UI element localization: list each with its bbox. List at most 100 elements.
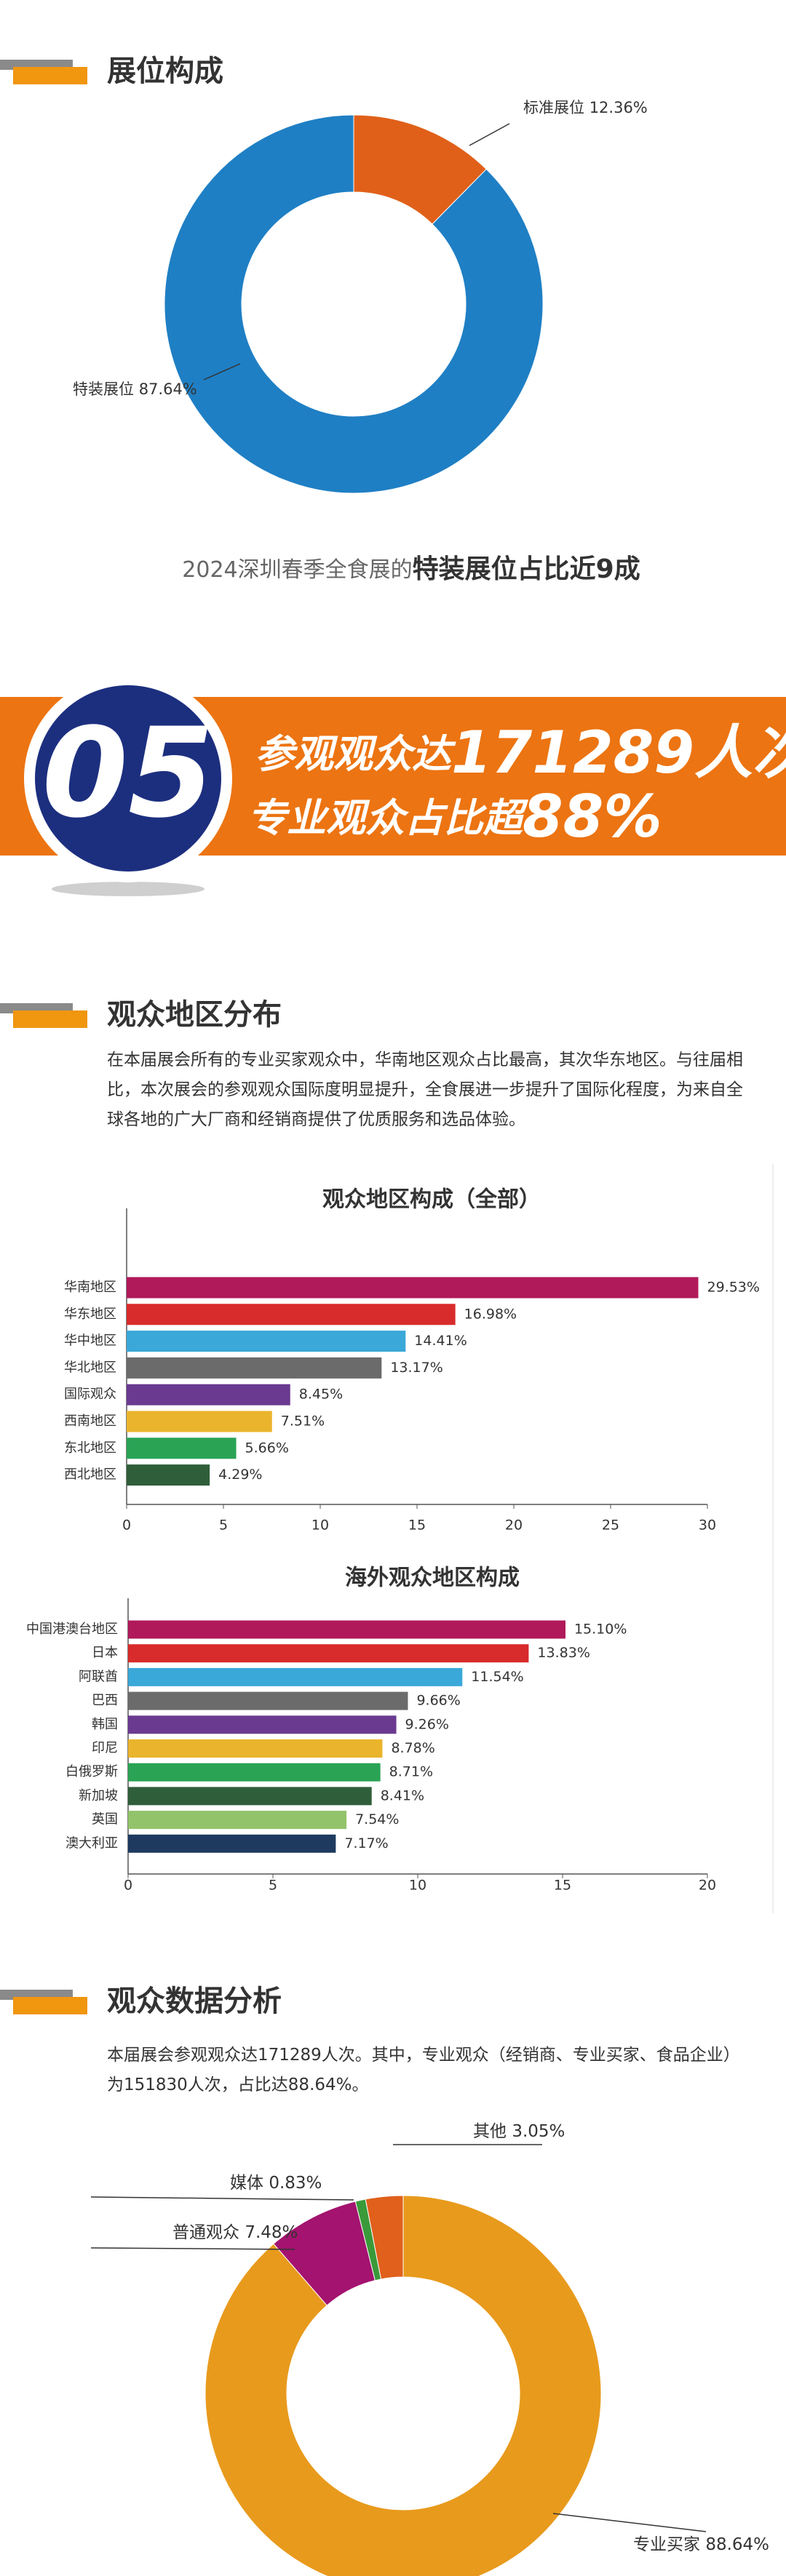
y-tick-label: 新加坡 xyxy=(79,1788,118,1803)
banner-text: 专业观众占比超 xyxy=(247,795,529,841)
value-label: 7.17% xyxy=(344,1835,388,1851)
value-label: 13.17% xyxy=(390,1360,442,1376)
header-mark xyxy=(13,67,87,84)
slice-name: 专业买家 xyxy=(633,2535,700,2554)
y-tick-label: 韩国 xyxy=(92,1717,118,1732)
slice-label: 专业买家 88.64% xyxy=(633,2535,769,2554)
chart-title: 海外观众地区构成 xyxy=(345,1566,520,1591)
value-label: 13.83% xyxy=(537,1645,590,1661)
value-label: 8.71% xyxy=(389,1764,433,1780)
x-tick-label: 0 xyxy=(124,1878,132,1894)
slice-value: 87.64% xyxy=(139,380,197,398)
bar xyxy=(128,1834,336,1853)
x-tick-label: 0 xyxy=(122,1518,131,1534)
bar xyxy=(128,1715,397,1734)
value-label: 7.51% xyxy=(281,1413,325,1429)
x-tick-label: 20 xyxy=(699,1878,716,1894)
shadow xyxy=(52,882,205,896)
slice-value: 12.36% xyxy=(590,99,648,116)
leader-line xyxy=(552,2513,707,2532)
bar xyxy=(128,1667,463,1686)
banner-line: 参观观众达171289人次 xyxy=(255,719,786,786)
y-tick-label: 华南地区 xyxy=(64,1280,116,1295)
donut-slice xyxy=(365,2195,404,2280)
value-label: 4.29% xyxy=(218,1467,262,1483)
slice-label: 媒体 0.83% xyxy=(230,2174,322,2193)
badge xyxy=(35,685,221,872)
bar xyxy=(127,1357,382,1379)
x-tick-label: 15 xyxy=(408,1518,426,1534)
banner-line: 专业观众占比超88% xyxy=(247,783,662,850)
section-title: 展位构成 xyxy=(107,55,223,88)
y-tick-label: 中国港澳台地区 xyxy=(26,1622,118,1637)
y-tick-label: 华东地区 xyxy=(64,1307,116,1322)
y-tick-label: 西北地区 xyxy=(64,1467,116,1483)
caption-normal: 2024深圳春季全食展的 xyxy=(182,557,412,583)
section-title: 观众数据分析 xyxy=(107,1985,282,2018)
x-tick-label: 5 xyxy=(219,1518,228,1534)
value-label: 8.41% xyxy=(381,1787,424,1803)
leader-line xyxy=(90,2247,295,2250)
caption: 2024深圳春季全食展的特装展位占比近9成 xyxy=(182,554,640,584)
slice-name: 标准展位 xyxy=(523,99,584,116)
leader-line xyxy=(203,363,241,380)
y-tick-label: 英国 xyxy=(92,1812,118,1827)
value-label: 7.54% xyxy=(355,1811,399,1827)
y-tick-label: 东北地区 xyxy=(64,1440,116,1456)
y-tick-label: 印尼 xyxy=(92,1741,118,1756)
slice-name: 媒体 xyxy=(230,2174,263,2193)
y-tick-label: 华北地区 xyxy=(64,1360,116,1375)
chart-title: 观众地区构成（全部） xyxy=(322,1187,541,1213)
bar xyxy=(128,1763,381,1782)
value-label: 14.41% xyxy=(414,1333,467,1349)
leader-line xyxy=(90,2196,354,2201)
value-label: 11.54% xyxy=(471,1669,523,1685)
bar xyxy=(128,1739,383,1758)
paragraph: 本届展会参观观众达171289人次。其中，专业观众（经销商、专业买家、食品企业）… xyxy=(107,2046,740,2094)
value-label: 16.98% xyxy=(464,1306,517,1322)
value-label: 29.53% xyxy=(707,1280,759,1296)
bar xyxy=(128,1691,408,1710)
slice-label: 其他 3.05% xyxy=(473,2122,565,2141)
x-tick-label: 20 xyxy=(505,1518,523,1534)
y-tick-label: 日本 xyxy=(92,1646,118,1661)
banner-text: 171289人次 xyxy=(451,719,786,786)
y-tick-label: 巴西 xyxy=(92,1693,118,1708)
header-mark xyxy=(13,1010,87,1028)
bar xyxy=(127,1277,699,1299)
y-tick-label: 白俄罗斯 xyxy=(66,1764,118,1779)
slice-name: 特装展位 xyxy=(73,380,134,398)
slice-label: 标准展位 12.36% xyxy=(523,99,648,116)
paragraph: 在本届展会所有的专业买家观众中，华南地区观众占比最高，其次华东地区。与往届相比，… xyxy=(107,1050,743,1129)
bar xyxy=(127,1304,456,1325)
value-label: 15.10% xyxy=(574,1622,627,1638)
x-tick-label: 10 xyxy=(409,1878,426,1894)
y-tick-label: 西南地区 xyxy=(64,1413,116,1429)
x-tick-label: 25 xyxy=(602,1518,619,1534)
badge-number: 05 xyxy=(42,701,215,845)
slice-label: 普通观众 7.48% xyxy=(172,2223,298,2242)
bar xyxy=(127,1384,290,1405)
leader-line xyxy=(469,123,510,146)
x-tick-label: 15 xyxy=(554,1878,571,1894)
value-label: 8.78% xyxy=(391,1740,434,1756)
value-label: 5.66% xyxy=(245,1440,289,1456)
bar xyxy=(128,1620,565,1639)
header-mark xyxy=(13,1997,87,2014)
banner-text: 88% xyxy=(523,783,662,850)
x-tick-label: 5 xyxy=(269,1878,277,1894)
bar xyxy=(127,1411,272,1432)
slice-value: 0.83% xyxy=(269,2174,322,2193)
x-tick-label: 30 xyxy=(699,1518,716,1534)
value-label: 9.66% xyxy=(416,1693,460,1709)
caption-bold: 特装展位占比近9成 xyxy=(413,554,640,584)
banner-text: 参观观众达 xyxy=(255,731,456,777)
value-label: 9.26% xyxy=(405,1716,449,1732)
y-tick-label: 国际观众 xyxy=(64,1387,116,1402)
slice-value: 3.05% xyxy=(512,2122,565,2141)
value-label: 8.45% xyxy=(299,1387,343,1403)
bar xyxy=(127,1331,406,1352)
slice-value: 7.48% xyxy=(245,2223,298,2242)
